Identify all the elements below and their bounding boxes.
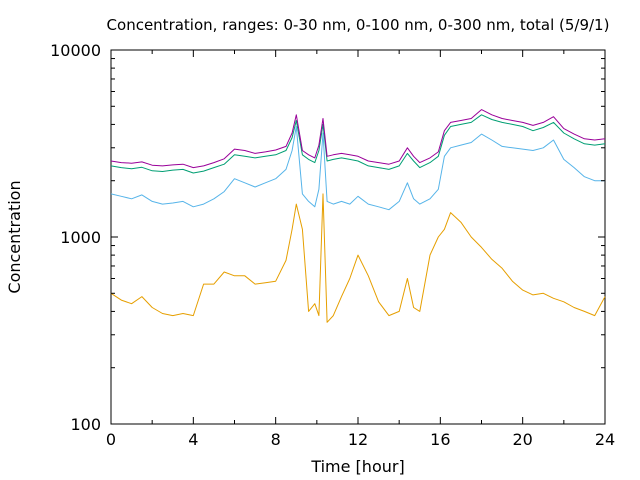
y-tick-label: 100	[70, 415, 101, 434]
plot-border	[110, 49, 606, 425]
y-axis: 100 1000 10000	[50, 41, 605, 434]
y-tick-label: 1000	[60, 228, 101, 247]
series-line-3	[110, 126, 605, 211]
series-line-2	[110, 114, 606, 174]
x-axis-title: Time [hour]	[310, 457, 404, 476]
x-tick-label: 16	[430, 430, 450, 449]
x-tick-label: 0	[106, 430, 116, 449]
x-tick-label: 20	[512, 430, 532, 449]
x-tick-label: 8	[271, 430, 281, 449]
series-layer	[110, 109, 606, 323]
y-tick-label: 10000	[50, 41, 101, 60]
x-tick-label: 4	[188, 430, 198, 449]
series-line-1	[110, 109, 606, 169]
x-tick-label: 24	[595, 430, 615, 449]
x-tick-label: 12	[348, 430, 368, 449]
x-axis: 0 4 8 12 16 20 24	[106, 50, 615, 449]
plot-area	[110, 49, 606, 425]
y-axis-title: Concentration	[5, 180, 24, 293]
series-line-4	[110, 193, 606, 323]
chart-title: Concentration, ranges: 0-30 nm, 0-100 nm…	[107, 16, 610, 34]
